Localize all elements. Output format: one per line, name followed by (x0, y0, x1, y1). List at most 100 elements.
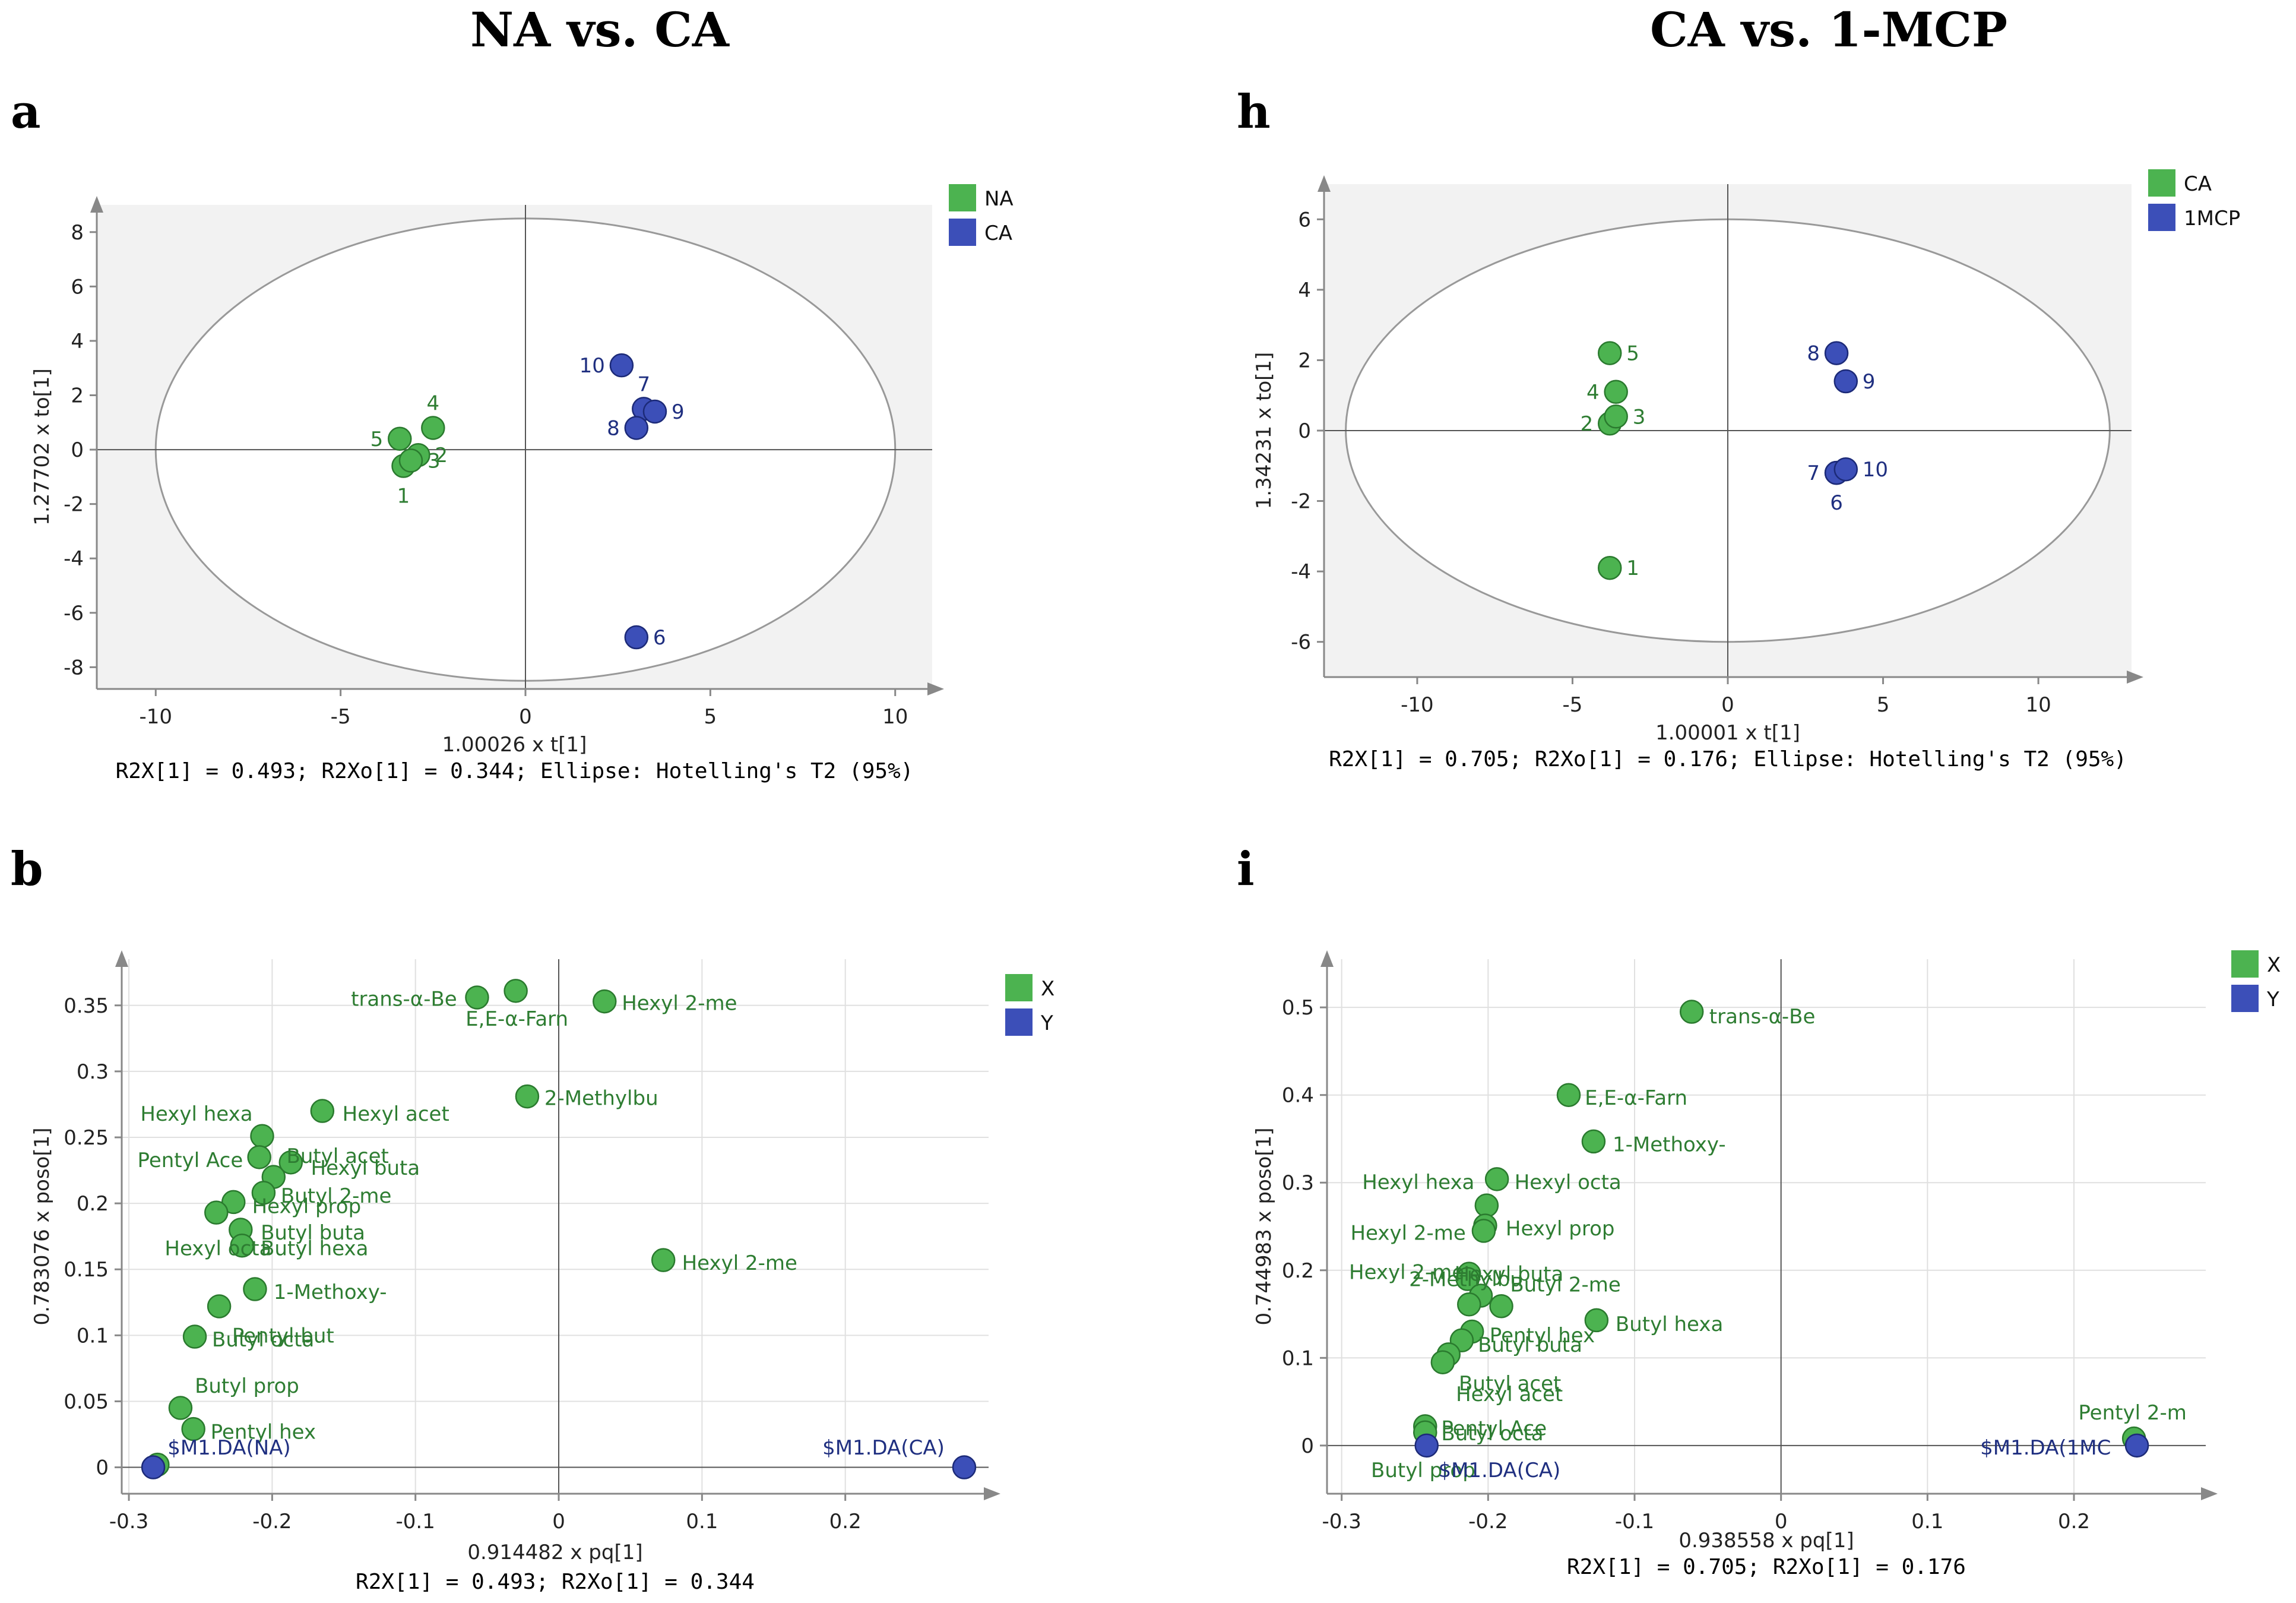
variable-label: $M1.DA(CA) (1438, 1459, 1560, 1482)
variable-label: Butyl hexa (261, 1237, 368, 1261)
y-tick-label: 0.4 (1282, 1084, 1314, 1108)
data-point (609, 353, 634, 378)
variable-label: Hexyl prop (252, 1195, 362, 1219)
variable-label: Hexyl 2-me (1349, 1261, 1464, 1285)
x-tick-label: 0 (1775, 1510, 1788, 1534)
point-label: 10 (1863, 458, 1888, 482)
y-tick-label: 0 (71, 438, 84, 462)
legend-swatch (2148, 169, 2175, 197)
variable-label: Hexyl 2-me (622, 991, 737, 1015)
y-tick-label: -4 (1291, 560, 1311, 584)
x-axis-title: 1.00026 x t[1] (442, 733, 587, 757)
y-tick-label: 0 (96, 1456, 109, 1480)
y-tick-label: -2 (64, 493, 84, 517)
variable-label: Hexyl hexa (140, 1102, 252, 1126)
data-point (421, 416, 445, 440)
y-axis-title: 0.744983 x poso[1] (1252, 1127, 1276, 1325)
data-point (141, 1455, 166, 1479)
panel-label: b (11, 842, 43, 896)
point-label: 9 (1863, 370, 1876, 394)
point-label: 4 (426, 391, 439, 415)
data-point (250, 1124, 274, 1149)
variable-label: Pentyl hex (211, 1421, 316, 1444)
x-tick-label: -0.3 (109, 1510, 148, 1534)
data-point (1581, 1129, 1606, 1154)
variable-label: E,E-α-Farn (1585, 1086, 1687, 1110)
variable-label: Hexyl 2-me (682, 1251, 797, 1275)
x-axis-arrow (2201, 1487, 2218, 1500)
model-stats-footer: R2X[1] = 0.493; R2Xo[1] = 0.344; Ellipse… (116, 759, 914, 783)
x-tick-label: 10 (2025, 693, 2051, 717)
variable-label: Pentyl Ace (138, 1149, 243, 1172)
x-tick-label: -10 (139, 705, 172, 729)
variable-label: Butyl buta (261, 1221, 365, 1245)
variable-label: Pentyl 2-m (2078, 1401, 2186, 1425)
y-tick-label: 4 (71, 330, 84, 353)
y-tick-label: 0.5 (1282, 996, 1314, 1020)
point-label: 6 (653, 626, 666, 650)
data-point (278, 1150, 303, 1175)
y-tick-label: 0.3 (77, 1060, 109, 1084)
data-point (651, 1248, 676, 1272)
variable-label: trans-α-Be (1709, 1005, 1816, 1029)
data-point (1833, 369, 1858, 394)
variable-label: Butyl prop (195, 1374, 299, 1398)
variable-label: trans-α-Be (351, 988, 457, 1011)
x-tick-label: 0 (1721, 693, 1734, 717)
variable-label: Hexyl acet (343, 1102, 449, 1126)
variable-label: Hexyl buta (311, 1156, 420, 1180)
point-label: 7 (1807, 461, 1820, 485)
legend-swatch (1005, 1008, 1033, 1036)
y-tick-label: 0 (1298, 419, 1311, 443)
y-tick-label: 2 (71, 384, 84, 408)
y-tick-label: -6 (64, 602, 84, 625)
data-point (310, 1099, 335, 1123)
data-point (642, 399, 667, 424)
data-point (388, 426, 412, 451)
data-point (204, 1200, 229, 1225)
point-label: 1 (1626, 557, 1639, 580)
variable-label: Pentyl Ace (1441, 1417, 1547, 1440)
data-point (1455, 1267, 1480, 1291)
legend-swatch (949, 184, 976, 211)
data-point (593, 989, 617, 1014)
x-tick-label: -5 (1563, 693, 1583, 717)
y-tick-label: 0.15 (64, 1258, 109, 1282)
legend-label: Y (2266, 988, 2279, 1011)
point-label: 1 (397, 485, 410, 508)
data-point (465, 985, 489, 1010)
data-point (1604, 380, 1628, 404)
legend-label: CA (2184, 172, 2212, 196)
variable-label: $M1.DA(CA) (822, 1436, 945, 1460)
data-point (251, 1181, 276, 1205)
y-axis-arrow (90, 196, 103, 213)
variable-label: 2-Methylbu (544, 1086, 658, 1110)
y-tick-label: 0.1 (1282, 1346, 1314, 1370)
variable-label: Hexyl acet (1456, 1383, 1563, 1406)
x-tick-label: 0 (552, 1510, 565, 1534)
x-axis-title: 0.914482 x pq[1] (467, 1541, 642, 1564)
y-axis-arrow (115, 950, 128, 967)
y-tick-label: 0.25 (64, 1126, 109, 1150)
point-label: 5 (1626, 342, 1639, 366)
y-tick-label: -4 (64, 547, 84, 571)
data-point (1679, 1000, 1704, 1024)
panel-b-loading-plot: b 0 0.05 0.1 0.15 0.2 0.25 0.3 0.35 -0.3 -0.2 -0.1 0… (11, 842, 1054, 1594)
x-axis-arrow (984, 1487, 1000, 1500)
variable-label: E,E-α-Farn (465, 1007, 568, 1031)
data-point (1824, 341, 1849, 365)
legend-label: 1MCP (2184, 207, 2240, 230)
data-point (1556, 1083, 1581, 1107)
legend-label: CA (984, 222, 1012, 245)
panel-label: i (1237, 842, 1255, 896)
variable-label: Butyl hexa (1616, 1313, 1723, 1336)
data-point (243, 1277, 267, 1301)
data-point (230, 1233, 254, 1258)
data-point (624, 625, 649, 650)
variable-label: Butyl acet (287, 1144, 389, 1168)
x-tick-label: -0.2 (1468, 1510, 1508, 1534)
panel-i-loading-plot: i 0 0.1 0.2 0.3 0.4 0.5 -0.3 -0.2 -0.1 0 0.1 0.2 0.93… (1237, 842, 2281, 1579)
y-tick-label: 0.3 (1282, 1171, 1314, 1195)
y-tick-label: 6 (71, 275, 84, 299)
